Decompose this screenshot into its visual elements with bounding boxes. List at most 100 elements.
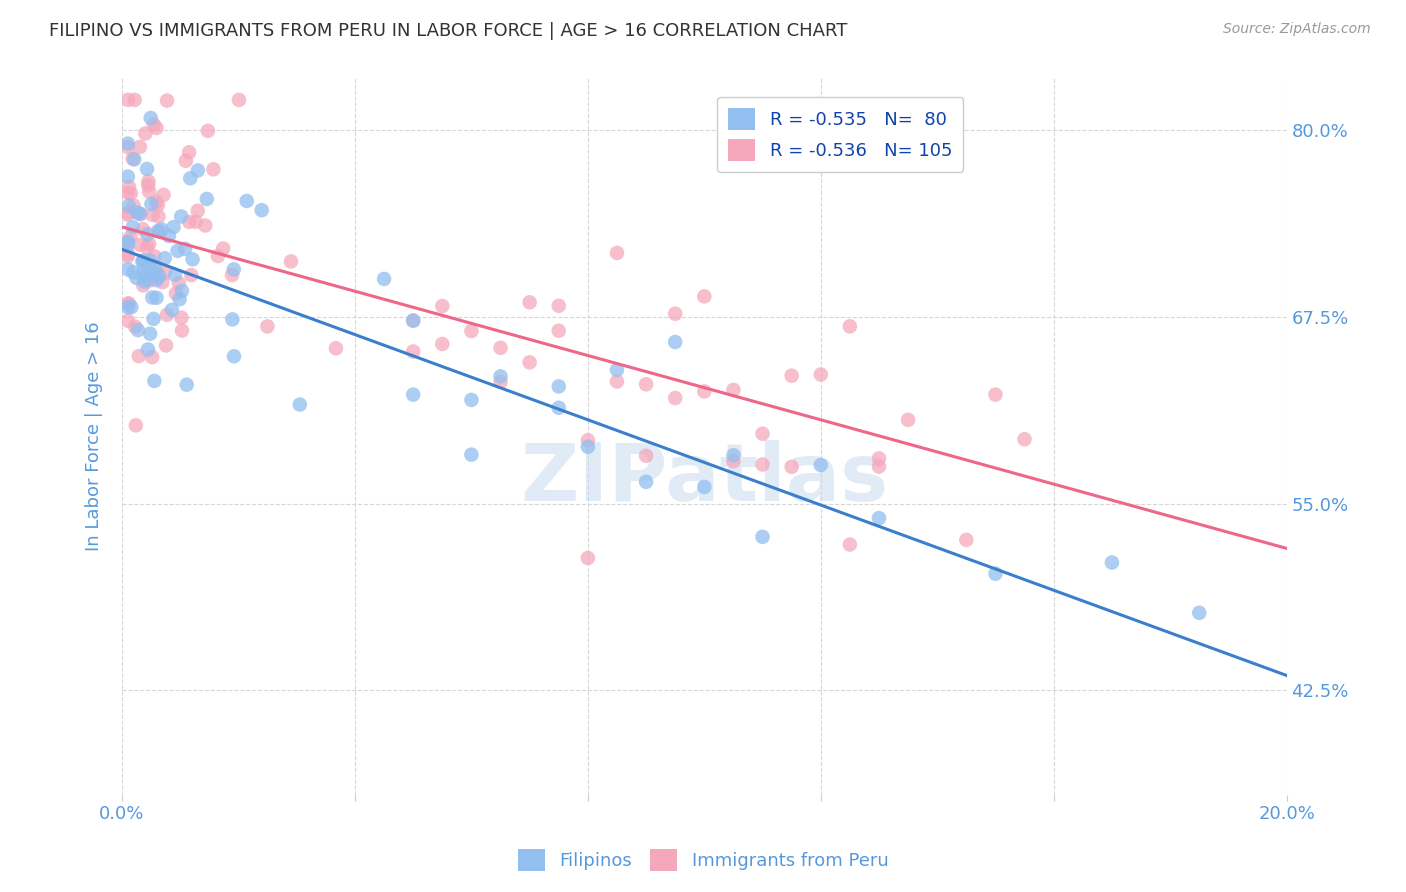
Point — [136, 343, 159, 357]
Point — [868, 451, 890, 466]
Point — [606, 375, 628, 389]
Point — [122, 153, 145, 167]
Point — [160, 302, 183, 317]
Point — [636, 475, 658, 489]
Point — [1101, 556, 1123, 570]
Text: ZIPatlas: ZIPatlas — [520, 441, 889, 518]
Point — [373, 272, 395, 286]
Point — [141, 208, 163, 222]
Point — [138, 260, 160, 275]
Point — [402, 344, 425, 359]
Point — [606, 246, 628, 260]
Point — [117, 247, 139, 261]
Point — [174, 153, 197, 168]
Point — [519, 295, 541, 310]
Point — [180, 268, 202, 282]
Point — [402, 314, 425, 328]
Point — [153, 251, 176, 265]
Point — [131, 254, 153, 268]
Point — [166, 244, 188, 258]
Point — [146, 224, 169, 238]
Text: Source: ZipAtlas.com: Source: ZipAtlas.com — [1223, 22, 1371, 37]
Point — [984, 566, 1007, 581]
Point — [402, 387, 425, 401]
Point — [723, 454, 745, 468]
Point — [146, 263, 169, 277]
Point — [751, 426, 773, 441]
Point — [139, 253, 162, 268]
Point — [118, 199, 141, 213]
Point — [187, 163, 209, 178]
Point — [636, 377, 658, 392]
Point — [432, 299, 454, 313]
Point — [139, 326, 162, 341]
Point — [141, 291, 163, 305]
Legend: R = -0.535   N=  80, R = -0.536   N= 105: R = -0.535 N= 80, R = -0.536 N= 105 — [717, 97, 963, 172]
Point — [489, 369, 512, 384]
Point — [121, 152, 143, 166]
Point — [489, 341, 512, 355]
Point — [288, 397, 311, 411]
Point — [128, 207, 150, 221]
Point — [132, 268, 155, 283]
Point — [138, 236, 160, 251]
Point — [148, 224, 170, 238]
Point — [838, 537, 860, 551]
Point — [460, 448, 482, 462]
Point — [145, 273, 167, 287]
Point — [222, 349, 245, 363]
Point — [170, 324, 193, 338]
Point — [117, 205, 139, 219]
Point — [117, 297, 139, 311]
Point — [141, 350, 163, 364]
Point — [146, 198, 169, 212]
Point — [141, 197, 163, 211]
Point — [280, 254, 302, 268]
Point — [169, 292, 191, 306]
Point — [117, 208, 139, 222]
Point — [134, 127, 156, 141]
Point — [145, 267, 167, 281]
Point — [664, 307, 686, 321]
Point — [150, 275, 173, 289]
Point — [120, 300, 142, 314]
Point — [221, 268, 243, 282]
Point — [325, 341, 347, 355]
Point — [127, 205, 149, 219]
Point — [222, 262, 245, 277]
Point — [1014, 432, 1036, 446]
Point — [117, 186, 139, 200]
Point — [120, 230, 142, 244]
Point — [432, 337, 454, 351]
Point — [121, 220, 143, 235]
Point — [142, 311, 165, 326]
Legend: Filipinos, Immigrants from Peru: Filipinos, Immigrants from Peru — [510, 842, 896, 879]
Point — [117, 238, 139, 252]
Point — [145, 120, 167, 135]
Point — [122, 198, 145, 212]
Point — [780, 459, 803, 474]
Text: FILIPINO VS IMMIGRANTS FROM PERU IN LABOR FORCE | AGE > 16 CORRELATION CHART: FILIPINO VS IMMIGRANTS FROM PERU IN LABO… — [49, 22, 848, 40]
Point — [664, 334, 686, 349]
Point — [117, 169, 139, 184]
Point — [132, 253, 155, 268]
Point — [117, 235, 139, 249]
Point — [723, 383, 745, 397]
Point — [606, 363, 628, 377]
Point — [117, 93, 139, 107]
Point — [197, 124, 219, 138]
Point — [250, 203, 273, 218]
Point — [143, 374, 166, 388]
Point — [150, 222, 173, 236]
Point — [547, 379, 569, 393]
Point — [127, 323, 149, 337]
Point — [145, 291, 167, 305]
Point — [118, 296, 141, 310]
Point — [810, 458, 832, 472]
Point — [489, 375, 512, 389]
Point — [143, 249, 166, 263]
Point — [129, 140, 152, 154]
Point — [129, 237, 152, 252]
Point — [576, 440, 599, 454]
Point — [132, 222, 155, 236]
